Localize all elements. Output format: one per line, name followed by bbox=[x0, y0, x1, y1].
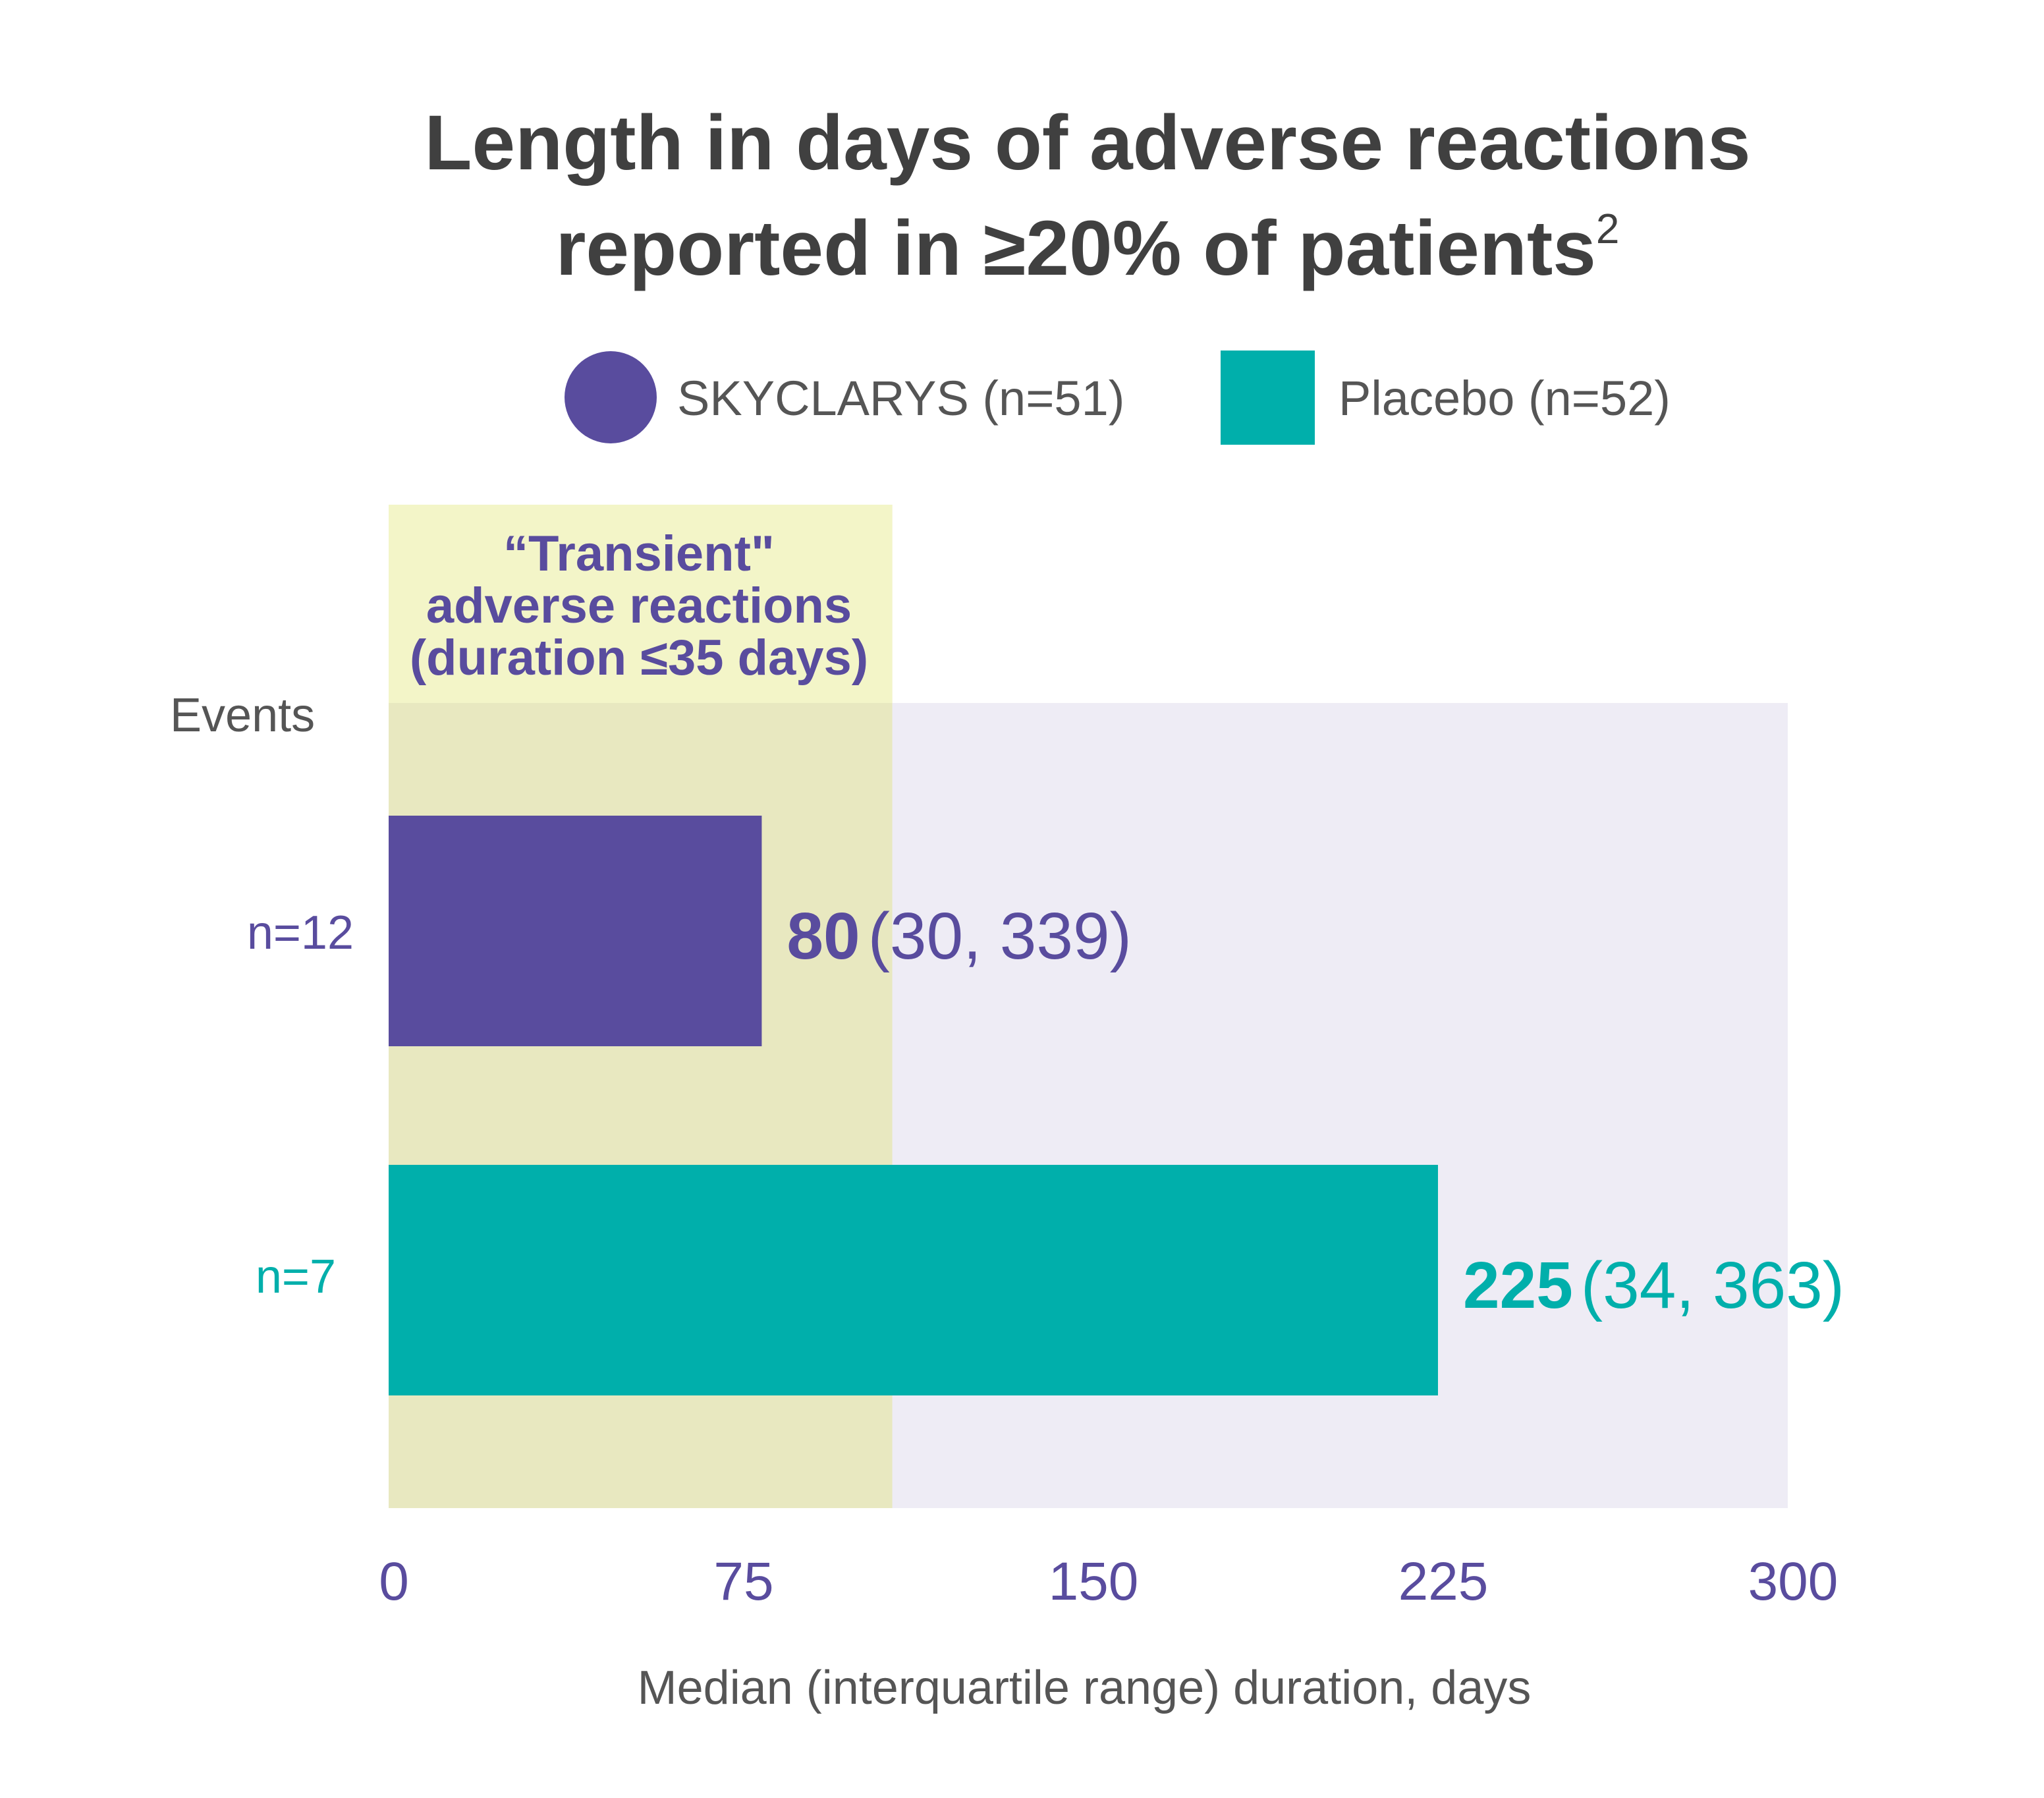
value-median-placebo: 225 bbox=[1463, 1249, 1573, 1322]
legend-label-placebo: Placebo (n=52) bbox=[1339, 371, 1671, 426]
events-label-skyclarys: n=12 bbox=[247, 907, 354, 959]
x-tick-label: 150 bbox=[1049, 1552, 1139, 1612]
chart-title-line2: reported in ≥20% of patients2 bbox=[556, 205, 1620, 292]
transient-label-line3: (duration ≤35 days) bbox=[410, 630, 868, 686]
bar-skyclarys bbox=[389, 816, 762, 1046]
x-tick-label: 300 bbox=[1748, 1552, 1838, 1612]
x-axis: 0 75 150 225 300 bbox=[379, 1552, 1838, 1612]
legend-label-skyclarys: SKYCLARYS (n=51) bbox=[677, 371, 1124, 426]
legend-swatch-placebo bbox=[1221, 351, 1315, 445]
chart-title-superscript: 2 bbox=[1596, 205, 1620, 252]
events-label-placebo: n=7 bbox=[256, 1250, 336, 1303]
transient-label-line1: “Transient" bbox=[503, 526, 775, 582]
value-iqr-placebo: (34, 363) bbox=[1581, 1249, 1844, 1322]
x-axis-label: Median (interquartile range) duration, d… bbox=[638, 1662, 1532, 1714]
value-median-skyclarys: 80 bbox=[787, 899, 860, 973]
legend: SKYCLARYS (n=51) Placebo (n=52) bbox=[565, 351, 1671, 445]
transient-label: “Transient" adverse reactions (duration … bbox=[410, 526, 868, 686]
bar-placebo bbox=[389, 1165, 1438, 1395]
value-label-skyclarys: 80 (30, 339) bbox=[787, 899, 1131, 973]
transient-label-line2: adverse reactions bbox=[426, 578, 852, 634]
x-tick-label: 225 bbox=[1398, 1552, 1489, 1612]
events-axis-label: Events bbox=[170, 689, 315, 742]
legend-swatch-skyclarys bbox=[565, 351, 657, 443]
x-tick-label: 0 bbox=[379, 1552, 409, 1612]
transient-region-header bbox=[389, 505, 893, 703]
x-tick-label: 75 bbox=[713, 1552, 773, 1612]
value-iqr-skyclarys: (30, 339) bbox=[868, 899, 1132, 973]
chart-title-line2-text: reported in ≥20% of patients bbox=[556, 205, 1596, 292]
value-label-placebo: 225 (34, 363) bbox=[1463, 1249, 1844, 1322]
chart-title-line1: Length in days of adverse reactions bbox=[424, 99, 1750, 186]
